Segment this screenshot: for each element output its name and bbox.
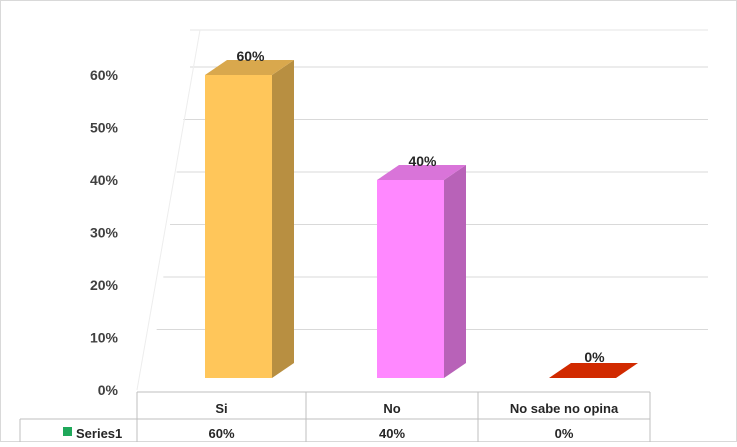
bar-no: [377, 165, 466, 378]
legend-key: [63, 427, 72, 436]
data-label: 40%: [408, 153, 437, 169]
y-axis: 0% 10% 20% 30% 40% 50% 60%: [90, 67, 119, 398]
data-label: 0%: [584, 349, 605, 365]
bar-side: [272, 60, 294, 378]
bar-front: [377, 180, 444, 378]
bar-front: [205, 75, 272, 378]
category-label: No: [383, 401, 400, 416]
bars: [205, 60, 638, 378]
data-table: Si 60% No 40% No sabe no opina 0% Series1: [19, 391, 651, 442]
y-tick-label: 60%: [90, 67, 119, 83]
bar-top: [377, 165, 466, 180]
y-tick-label: 50%: [90, 120, 119, 136]
y-tick-label: 10%: [90, 330, 119, 346]
table-value: 60%: [208, 426, 234, 441]
data-label: 60%: [236, 48, 265, 64]
category-label: Si: [215, 401, 227, 416]
bar-top: [205, 60, 294, 75]
y-tick-label: 40%: [90, 172, 119, 188]
table-value: 40%: [379, 426, 405, 441]
category-label: No sabe no opina: [510, 401, 619, 416]
chart-wall: [136, 29, 201, 391]
y-tick-label: 30%: [90, 225, 119, 241]
data-labels: 60% 40% 0%: [236, 48, 605, 365]
y-tick-label: 20%: [90, 277, 119, 293]
bar-side: [444, 165, 466, 378]
series-name: Series1: [76, 426, 122, 441]
bar-no-sabe-no-opina: [549, 363, 638, 378]
y-tick-label: 0%: [98, 382, 119, 398]
bar-si: [205, 60, 294, 378]
bar-top: [549, 363, 638, 378]
side-wall-edge: [136, 29, 201, 391]
table-value: 0%: [555, 426, 574, 441]
